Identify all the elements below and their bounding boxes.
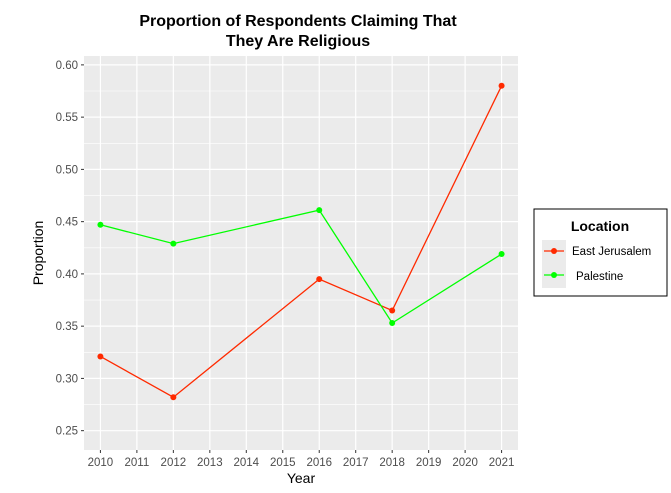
data-point-east-jerusalem (389, 307, 396, 314)
x-tick-label: 2010 (88, 457, 114, 469)
y-tick-label: 0.60 (56, 60, 78, 72)
y-tick-label: 0.45 (56, 217, 78, 229)
x-tick-label: 2014 (233, 457, 259, 469)
major-gridlines (84, 56, 518, 450)
series-points (97, 82, 505, 401)
y-tick-label: 0.25 (56, 426, 78, 438)
y-tick-label: 0.30 (56, 373, 78, 385)
legend-label-east-jerusalem: East Jerusalem (572, 246, 651, 258)
x-tick-label: 2019 (416, 457, 442, 469)
data-point-east-jerusalem (316, 276, 323, 283)
x-tick-label: 2011 (125, 457, 150, 469)
chart-title-line-2: They Are Religious (226, 33, 370, 50)
legend-label-palestine: Palestine (576, 271, 623, 283)
data-point-east-jerusalem (498, 82, 505, 89)
x-tick-label: 2015 (270, 457, 296, 469)
x-tick-label: 2020 (452, 457, 478, 469)
y-tick-label: 0.55 (56, 112, 78, 124)
x-tick-label: 2013 (197, 457, 223, 469)
x-tick-label: 2017 (343, 457, 369, 469)
data-point-east-jerusalem (170, 394, 177, 401)
chart-title-line-1: Proportion of Respondents Claiming That (139, 13, 457, 30)
x-tick-label: 2018 (379, 457, 405, 469)
y-axis-title: Proportion (30, 221, 46, 286)
legend-key-point-east-jerusalem (551, 248, 557, 254)
y-axis-ticks: 0.25 0.30 0.35 0.40 0.45 0.50 0.55 0.60 (56, 60, 84, 438)
x-tick-label: 2016 (306, 457, 332, 469)
plot-panel (84, 56, 518, 450)
data-point-palestine (97, 221, 104, 228)
x-axis-ticks: 2010 2011 2012 2013 2014 2015 2016 2017 2018 2019… (88, 450, 515, 469)
data-point-palestine (316, 207, 323, 214)
data-point-palestine (170, 240, 177, 247)
legend: Location East Jerusalem Palestine (533, 208, 668, 297)
legend-key-background (542, 240, 566, 288)
data-point-palestine (389, 320, 396, 327)
legend-title: Location (571, 218, 629, 234)
y-tick-label: 0.35 (56, 321, 78, 333)
y-tick-label: 0.40 (56, 269, 78, 281)
minor-gridlines (84, 90, 518, 405)
x-tick-label: 2021 (489, 457, 515, 469)
x-axis-title: Year (287, 470, 316, 486)
legend-key-point-palestine (551, 272, 557, 278)
data-point-palestine (498, 251, 505, 258)
x-tick-label: 2012 (161, 457, 187, 469)
y-tick-label: 0.50 (56, 164, 78, 176)
data-point-east-jerusalem (97, 353, 104, 360)
